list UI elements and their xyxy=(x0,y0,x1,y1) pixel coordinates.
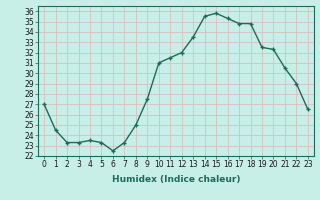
X-axis label: Humidex (Indice chaleur): Humidex (Indice chaleur) xyxy=(112,175,240,184)
